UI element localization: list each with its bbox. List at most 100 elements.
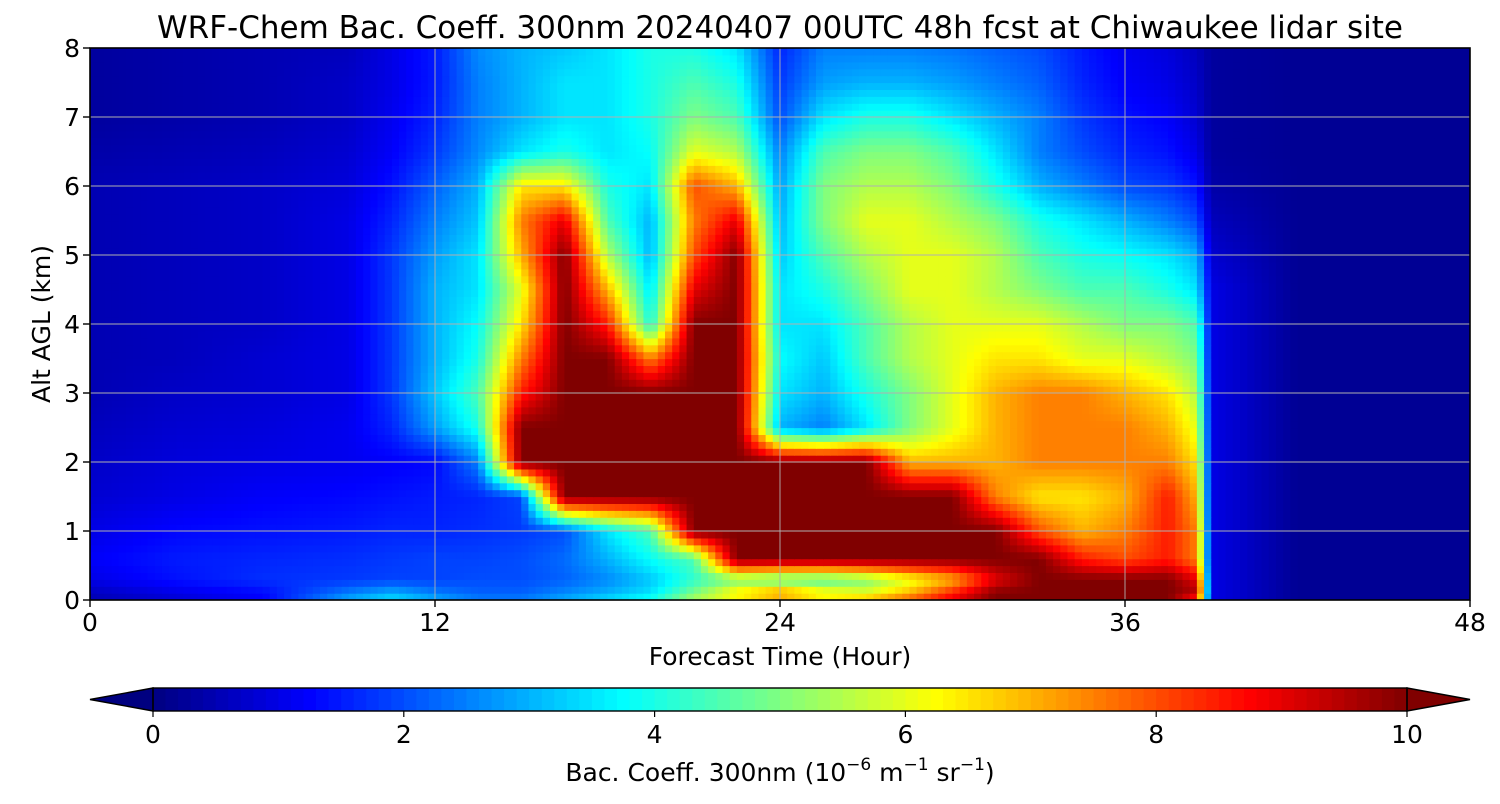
heat-cell [1362, 572, 1370, 580]
heat-cell [593, 455, 601, 463]
heat-cell [722, 468, 731, 477]
heat-cell [1189, 586, 1198, 594]
heat-cell [880, 455, 889, 463]
heat-cell [320, 572, 328, 580]
heat-cell [456, 531, 465, 539]
heat-cell [226, 551, 235, 560]
heat-cell [1275, 531, 1284, 539]
heat-cell [499, 434, 508, 442]
heat-cell [629, 558, 637, 567]
heat-cell [478, 468, 486, 477]
heat-cell [1017, 586, 1025, 594]
heat-cell [1355, 420, 1363, 429]
heat-cell [981, 558, 990, 567]
heat-cell [1419, 517, 1428, 525]
heat-cell [1053, 468, 1061, 477]
heat-cell [542, 544, 551, 553]
heat-cell [470, 448, 479, 456]
heat-cell [1347, 503, 1356, 511]
heat-cell [887, 489, 896, 498]
heat-cell [859, 531, 867, 539]
heat-cell [506, 503, 515, 511]
heat-cell [1074, 579, 1083, 587]
heat-cell [1383, 531, 1392, 539]
heat-cell [485, 475, 494, 484]
heat-cell [262, 441, 271, 449]
heat-cell [176, 586, 185, 594]
heat-cell [384, 593, 393, 600]
heat-cell [1160, 537, 1169, 546]
heat-cell [815, 510, 824, 518]
heat-cell [557, 434, 565, 442]
heat-cell [269, 551, 278, 560]
heat-cell [291, 482, 300, 491]
heat-cell [1182, 427, 1191, 435]
heat-cell [298, 517, 307, 525]
heat-cell [636, 531, 645, 539]
heat-cell [729, 544, 738, 553]
heat-cell [837, 448, 846, 456]
heat-cell [370, 462, 379, 470]
heat-cell [815, 427, 824, 435]
heat-cell [1455, 468, 1464, 477]
heat-cell [923, 586, 932, 594]
heat-cell [1448, 427, 1457, 435]
heat-cell [1175, 475, 1184, 484]
heat-cell [1290, 503, 1299, 511]
heat-cell [255, 496, 264, 504]
heat-cell [801, 496, 810, 504]
heat-cell [844, 579, 853, 587]
heat-cell [233, 537, 242, 546]
heat-cell [140, 558, 149, 567]
heat-cell [1333, 482, 1342, 491]
heat-cell [470, 475, 479, 484]
heat-cell [938, 462, 946, 470]
heat-cell [291, 551, 300, 560]
heat-cell [988, 448, 997, 456]
heat-cell [636, 572, 645, 580]
heat-cell [176, 489, 185, 498]
heat-cell [564, 586, 573, 594]
heat-cell [1010, 524, 1018, 532]
heat-cell [1211, 496, 1220, 504]
heat-cell [815, 551, 824, 560]
heat-cell [140, 572, 149, 580]
heat-cell [578, 420, 587, 429]
heat-cell [657, 544, 666, 553]
heat-cell [1024, 482, 1033, 491]
heat-cell [535, 475, 544, 484]
heat-cell [535, 434, 544, 442]
heat-cell [1275, 496, 1284, 504]
heat-cell [1340, 544, 1349, 553]
heat-cell [205, 579, 213, 587]
heat-cell [1045, 586, 1054, 594]
heat-cell [600, 475, 609, 484]
heat-cell [930, 537, 939, 546]
heat-cell [161, 489, 170, 498]
heat-cell [1175, 586, 1184, 594]
heat-cell [801, 441, 810, 449]
heat-cell [147, 537, 156, 546]
heat-cell [909, 441, 918, 449]
heat-cell [233, 482, 242, 491]
heat-cell [1060, 489, 1069, 498]
heat-cell [708, 482, 716, 491]
heat-cell [1089, 551, 1097, 560]
heat-cell [542, 524, 551, 532]
heat-cell [111, 558, 120, 567]
heat-cell [312, 475, 321, 484]
heat-cell [1390, 441, 1399, 449]
heat-cell [240, 441, 249, 449]
heat-cell [966, 524, 975, 532]
heat-cell [966, 503, 975, 511]
heat-cell [1434, 496, 1442, 504]
heat-cell [722, 475, 731, 484]
heat-cell [1125, 489, 1133, 498]
heat-cell [1053, 503, 1061, 511]
heat-cell [909, 496, 918, 504]
heat-cell [744, 551, 752, 560]
heat-cell [966, 572, 975, 580]
heat-cell [492, 593, 501, 600]
heat-cell [97, 517, 105, 525]
heat-cell [1146, 462, 1155, 470]
